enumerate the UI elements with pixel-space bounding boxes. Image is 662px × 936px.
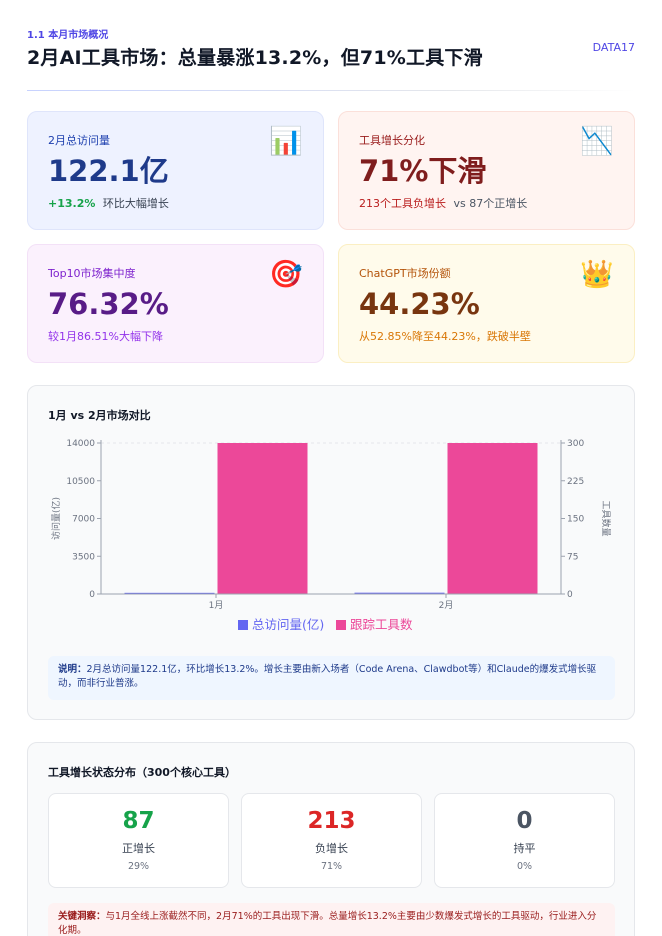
legend-label-1: 跟踪工具数 xyxy=(350,617,413,632)
title-divider xyxy=(27,90,635,91)
y2-tick-label: 300 xyxy=(567,439,584,449)
stat-flat-pct: 0% xyxy=(516,861,533,872)
legend-swatch-1 xyxy=(336,620,346,630)
y-tick-label: 7000 xyxy=(72,515,95,525)
bar-visits xyxy=(354,592,445,594)
status-title: 工具增长状态分布（300个核心工具） xyxy=(48,766,236,779)
growth-card: 工具增长分化 71%下滑 213个工具负增长 vs 87个正增长 📉 xyxy=(338,111,635,230)
stat-negative-label: 负增长 xyxy=(315,842,348,855)
x-tick-label: 2月 xyxy=(439,600,454,611)
y2-tick-label: 0 xyxy=(567,590,573,600)
comparison-bar-chart: 0 3500 7000 10500 14000 0 75 150 225 300 1月 2月 访问量(亿… xyxy=(50,439,612,632)
bar-tools xyxy=(447,443,538,594)
visits-value: 122.1亿 xyxy=(48,154,169,188)
legend-label-0: 总访问量(亿) xyxy=(252,617,324,632)
visits-label: 2月总访问量 xyxy=(48,134,110,147)
visits-card: 2月总访问量 122.1亿 +13.2% 环比大幅增长 📊 xyxy=(27,111,324,230)
stat-positive-pct: 29% xyxy=(127,861,150,872)
x-tick-label: 1月 xyxy=(209,600,224,611)
y2-tick-label: 150 xyxy=(567,515,584,525)
visits-growth-text: 环比大幅增长 xyxy=(102,197,169,210)
bar-chart-icon: 📊 xyxy=(269,126,303,157)
legend-swatch-0 xyxy=(238,620,248,630)
stat-positive-box: 87 正增长 29% xyxy=(48,793,229,888)
y-axis-label: 访问量(亿) xyxy=(50,497,62,540)
visits-growth-rate: +13.2% xyxy=(48,197,96,210)
visits-sub: +13.2% 环比大幅增长 xyxy=(48,195,303,211)
y-tick-label: 0 xyxy=(89,590,95,600)
stat-positive-value: 87 xyxy=(122,808,155,834)
negative-tools-count: 213个工具负增长 xyxy=(359,197,446,210)
insight-note-label: 关键洞察： xyxy=(58,911,106,922)
bar-visits xyxy=(124,592,215,594)
stat-positive-label: 正增长 xyxy=(122,842,155,855)
insight-note: 关键洞察：与1月全线上涨截然不同，2月71%的工具出现下滑。总量增长13.2%主… xyxy=(48,903,615,936)
stat-flat-box: 0 持平 0% xyxy=(434,793,615,888)
target-icon: 🎯 xyxy=(269,259,303,290)
y2-tick-label: 75 xyxy=(567,552,578,562)
stat-flat-value: 0 xyxy=(516,808,533,834)
page-title: 2月AI工具市场：总量暴涨13.2%，但71%工具下滑 xyxy=(27,47,483,69)
chart-title: 1月 vs 2月市场对比 xyxy=(48,409,151,422)
stat-negative-value: 213 xyxy=(307,808,356,834)
chart-note-label: 说明： xyxy=(58,664,87,675)
positive-tools-compare: vs 87个正增长 xyxy=(453,197,528,210)
top10-label: Top10市场集中度 xyxy=(48,267,136,280)
y2-tick-label: 225 xyxy=(567,477,584,487)
section-label: 1.1 本月市场概况 xyxy=(27,30,109,41)
top10-sub: 较1月86.51%大幅下降 xyxy=(48,330,163,343)
y-tick-label: 10500 xyxy=(66,477,95,487)
top10-value: 76.32% xyxy=(48,287,169,321)
y-tick-label: 14000 xyxy=(66,439,95,449)
growth-value: 71%下滑 xyxy=(359,154,487,188)
brand-logo: DATA17 xyxy=(592,41,635,54)
bar-tools xyxy=(217,443,308,594)
chatgpt-value: 44.23% xyxy=(359,287,480,321)
y2-axis-label: 工具数量 xyxy=(600,500,612,536)
stat-flat-label: 持平 xyxy=(513,842,536,855)
chatgpt-card: ChatGPT市场份额 44.23% 从52.85%降至44.23%，跌破半壁 … xyxy=(338,244,635,363)
growth-label: 工具增长分化 xyxy=(359,134,425,147)
stat-negative-pct: 71% xyxy=(320,861,343,872)
y-tick-label: 3500 xyxy=(72,552,95,562)
growth-status-panel: 工具增长状态分布（300个核心工具） 87 正增长 29% 213 负增长 71… xyxy=(27,742,635,936)
chatgpt-sub: 从52.85%降至44.23%，跌破半壁 xyxy=(359,330,531,343)
stat-negative-box: 213 负增长 71% xyxy=(241,793,422,888)
crown-icon: 👑 xyxy=(580,259,614,290)
growth-sub: 213个工具负增长 vs 87个正增长 xyxy=(359,195,614,211)
chart-note: 说明：2月总访问量122.1亿，环比增长13.2%。增长主要由新入场者（Code… xyxy=(48,656,615,700)
market-comparison-panel: 1月 vs 2月市场对比 0 3500 7000 10500 14000 0 75 150 22… xyxy=(27,385,635,720)
chart-decreasing-icon: 📉 xyxy=(580,126,614,157)
chart-note-text: 2月总访问量122.1亿，环比增长13.2%。增长主要由新入场者（Code Ar… xyxy=(58,664,597,689)
insight-note-text: 与1月全线上涨截然不同，2月71%的工具出现下滑。总量增长13.2%主要由少数爆… xyxy=(58,911,597,936)
top10-card: Top10市场集中度 76.32% 较1月86.51%大幅下降 🎯 xyxy=(27,244,324,363)
chatgpt-label: ChatGPT市场份额 xyxy=(359,267,451,280)
